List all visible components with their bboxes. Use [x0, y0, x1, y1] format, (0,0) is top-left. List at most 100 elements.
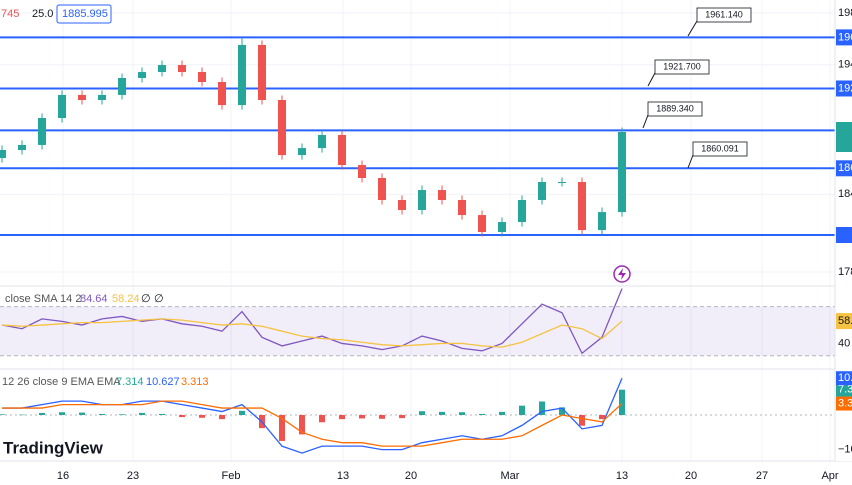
candle-body: [238, 44, 246, 106]
x-tick-label: 20: [685, 470, 697, 482]
candle-body: [398, 200, 406, 210]
candle-body: [298, 148, 306, 156]
y-tick-label: 1780: [838, 266, 852, 278]
ask-box: [56, 4, 112, 24]
callout-box: [654, 59, 710, 75]
candle-body: [478, 215, 486, 233]
callout-label: 1921.700: [663, 61, 701, 71]
candle-body: [258, 44, 266, 101]
legend-title: close SMA 14 2: [5, 293, 81, 305]
callout-pointer: [647, 72, 656, 87]
histogram-bar: [179, 415, 185, 418]
axis-tag: [836, 396, 852, 411]
histogram-bar: [0, 414, 5, 415]
histogram-bar: [559, 407, 565, 415]
spread: 25.0: [32, 8, 53, 20]
histogram-bar: [199, 415, 205, 418]
histogram-bar: [319, 415, 325, 423]
histogram-bar: [359, 415, 365, 419]
x-tick-label: 13: [337, 470, 349, 482]
candle-body: [98, 94, 106, 101]
indicator-line: [1, 318, 623, 348]
legend-value: 7.314: [116, 376, 144, 388]
callout-box: [696, 7, 752, 23]
candle-body: [358, 165, 366, 178]
histogram-bar: [79, 412, 85, 415]
candle-body: [578, 182, 586, 231]
candle-body: [558, 182, 566, 184]
candle-body: [218, 82, 226, 106]
legend-value: 3.313: [181, 376, 209, 388]
candle-body: [38, 118, 46, 145]
axis-tag-label: 10.627: [838, 372, 852, 384]
candle-body: [518, 200, 526, 223]
candle-body: [618, 132, 626, 213]
candle-body: [598, 212, 606, 231]
x-tick-label: Mar: [501, 470, 520, 482]
histogram-bar: [519, 405, 525, 415]
candle-body: [418, 190, 426, 210]
candle-body: [538, 182, 546, 201]
x-tick-label: 20: [405, 470, 417, 482]
legend-title: 12 26 close 9 EMA EMA: [2, 376, 121, 388]
candle-body: [18, 144, 26, 151]
histogram-bar: [399, 415, 405, 419]
level-axis-label: 1860.091: [838, 162, 852, 174]
callout-label: 1961.140: [705, 9, 743, 19]
axis-tag-label: 3.313: [838, 397, 852, 409]
histogram-bar: [39, 412, 45, 415]
legend-na: ∅: [154, 293, 164, 305]
candle-body: [118, 77, 126, 95]
histogram-bar: [619, 389, 625, 415]
level-axis-tag: [836, 29, 852, 46]
candle-body: [158, 65, 166, 73]
histogram-bar: [159, 413, 165, 415]
y-tick-label: 1980: [838, 7, 852, 19]
level-axis-label: 1921.700: [838, 82, 852, 94]
legend-value: 84.64: [80, 293, 108, 305]
y-tick-label: 1940: [838, 59, 852, 71]
histogram-bar: [119, 414, 125, 415]
band: [0, 306, 835, 356]
axis-tag: [836, 313, 852, 330]
y-tick-label: 40: [838, 337, 850, 349]
x-tick-label: 27: [756, 470, 768, 482]
y-tick-label: −10: [838, 444, 852, 456]
histogram-bar: [219, 415, 225, 420]
macd-line: [2, 400, 623, 447]
callout-pointer: [687, 154, 694, 169]
callout-pointer: [687, 20, 698, 37]
legend-value: 58.24: [112, 293, 140, 305]
histogram-bar: [279, 415, 285, 441]
x-tick-label: 13: [616, 470, 628, 482]
histogram-bar: [599, 415, 605, 420]
callout-pointer: [642, 114, 649, 129]
candle-body: [318, 134, 326, 149]
ask: 1885.995: [62, 8, 108, 20]
candle-body: [58, 94, 66, 119]
histogram-bar: [239, 410, 245, 415]
candle-body: [78, 94, 86, 101]
level-axis-tag: [836, 226, 852, 243]
histogram-bar: [19, 414, 25, 416]
callout-box: [692, 141, 748, 157]
axis-tag: [836, 371, 852, 386]
legend-value: 10.627: [146, 376, 180, 388]
axis-tag-label: 7.314: [838, 384, 852, 396]
callout-label: 1889.340: [656, 103, 694, 113]
bid: .745: [0, 8, 19, 20]
candle-body: [438, 190, 446, 201]
axis-tag-label: 58.24: [838, 315, 852, 327]
histogram-bar: [299, 415, 305, 435]
histogram-bar: [379, 415, 385, 419]
histogram-bar: [59, 412, 65, 415]
histogram-bar: [339, 415, 345, 420]
histogram-bar: [539, 401, 545, 415]
histogram-bar: [499, 411, 505, 415]
level-axis-tag: [836, 80, 852, 97]
histogram-bar: [139, 412, 145, 415]
